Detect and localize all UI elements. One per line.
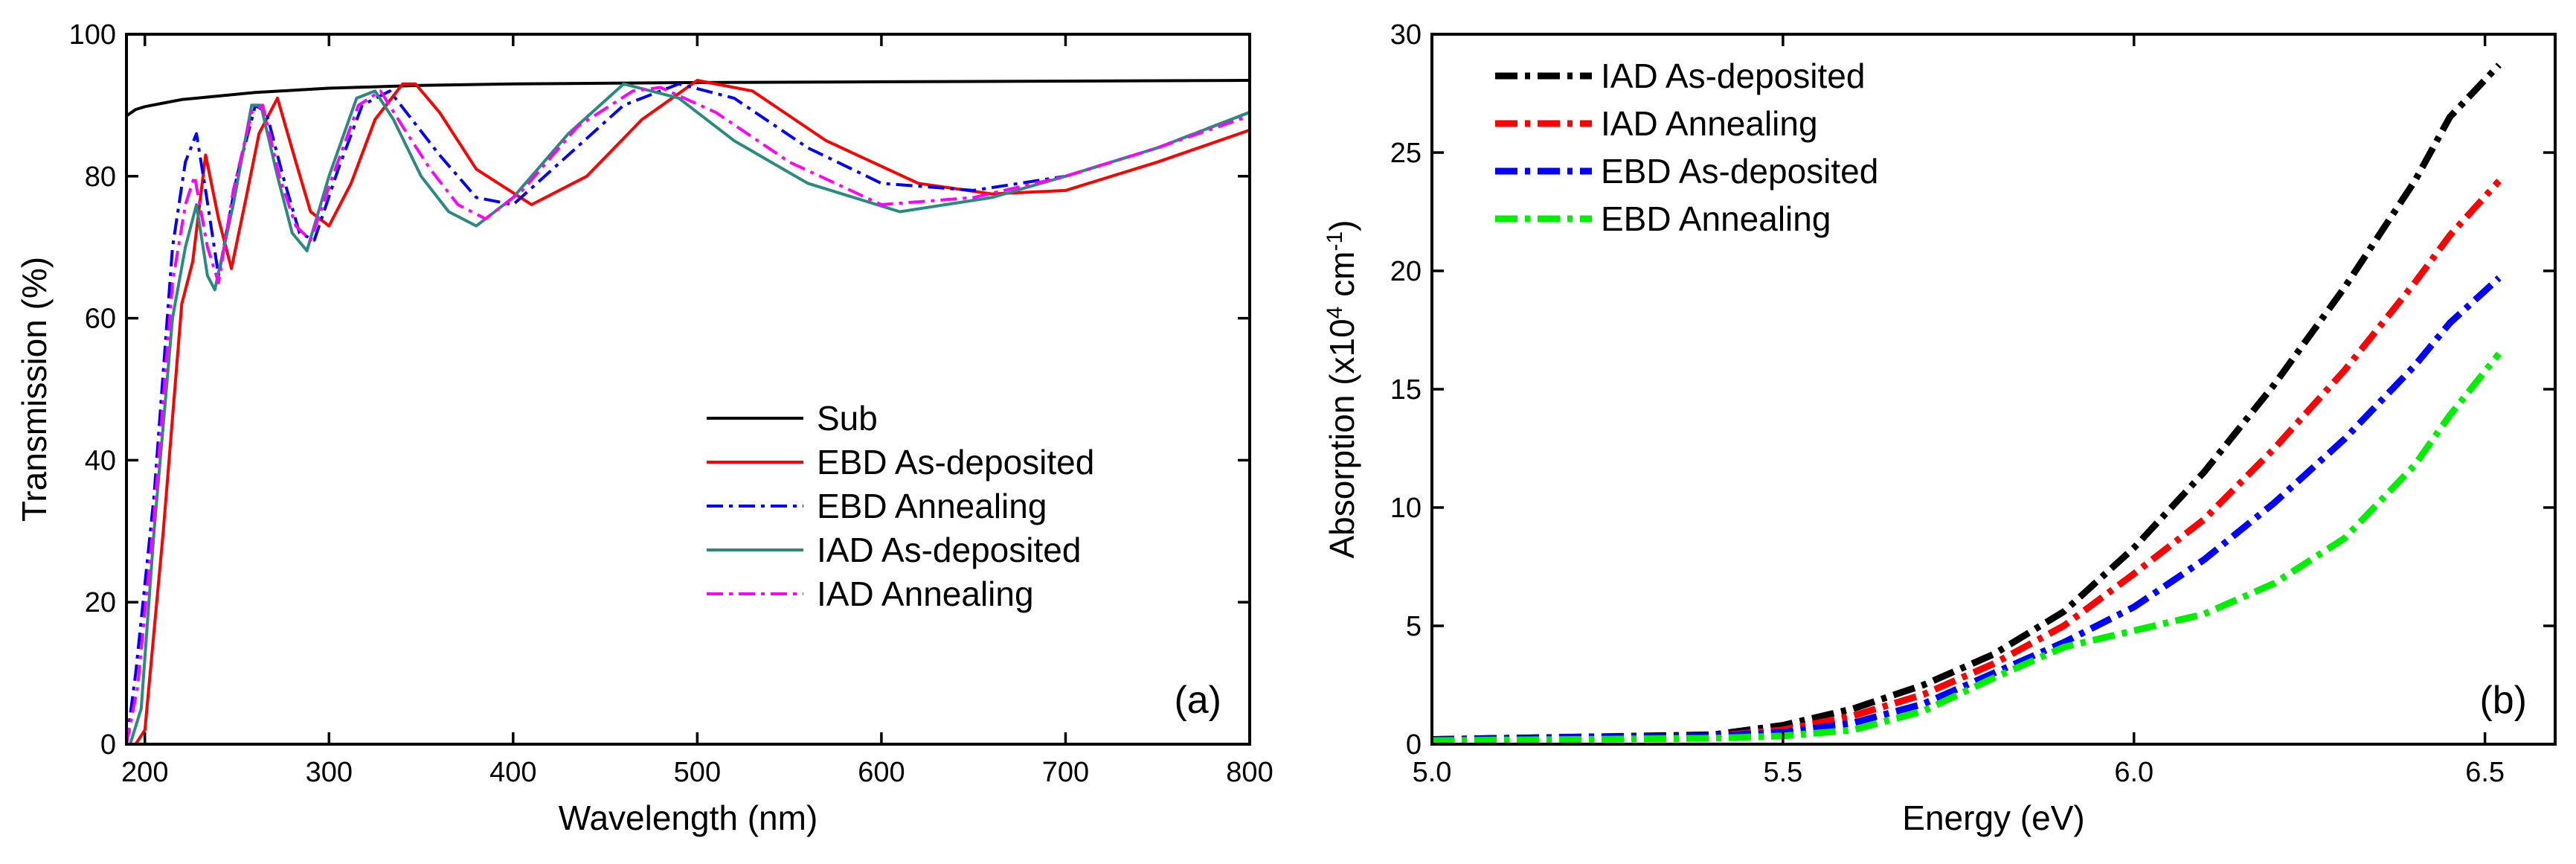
series-line-iad-annealing: [126, 86, 1250, 744]
x-tick-label: 5.5: [1763, 757, 1802, 788]
legend-label-ebd-as-deposited: EBD As-deposited: [817, 443, 1094, 481]
legend-label-iad-annealing: IAD Annealing: [1601, 104, 1818, 143]
panel-a-ticks: 200 300 400 500 600 700 800 0 20 40 60 80 100: [69, 19, 1273, 788]
panel-b-absorption-chart: 5.0 5.5 6.0 6.5 0 5 10 15 20 25 30 Energy (eV) Abs…: [1323, 19, 2557, 837]
panel-b-xlabel: Energy (eV): [1902, 799, 2084, 837]
panel-b-ylabel-exp1: 4: [1323, 307, 1347, 319]
x-tick-label: 200: [121, 757, 168, 788]
legend-label-ebd-as-deposited: EBD As-deposited: [1601, 152, 1878, 191]
series-line-ebd-as-deposited: [134, 79, 1250, 744]
panel-a-transmission-chart: 200 300 400 500 600 700 800 0 20 40 60 80 100 Wavele…: [15, 19, 1273, 837]
y-tick-label: 0: [1406, 729, 1422, 761]
panel-a-panel-label: (a): [1174, 679, 1221, 722]
panel-a-series-group: [126, 79, 1250, 744]
x-tick-label: 400: [489, 757, 536, 788]
panel-b-ylabel-prefix: Absorption (x10: [1323, 319, 1361, 558]
panel-b-series-group: [1432, 63, 2502, 744]
legend-label-sub: Sub: [817, 399, 878, 438]
y-tick-label: 15: [1390, 374, 1422, 406]
panel-b-ticks: 5.0 5.5 6.0 6.5 0 5 10 15 20 25 30: [1390, 19, 2555, 788]
y-tick-label: 5: [1406, 611, 1422, 642]
panel-b-ylabel-mid: cm: [1323, 252, 1361, 307]
panel-b-ylabel-suffix: ): [1323, 220, 1361, 231]
panel-a-xlabel: Wavelength (nm): [559, 799, 818, 837]
y-tick-label: 100: [69, 19, 116, 51]
series-line-sub: [126, 79, 1250, 118]
series-line-iad-as-deposited: [129, 82, 1250, 744]
panel-a-frame: [125, 33, 1251, 746]
panel-b-panel-label: (b): [2479, 679, 2527, 722]
x-tick-label: 600: [858, 757, 905, 788]
y-tick-label: 20: [85, 587, 116, 618]
x-tick-label: 5.0: [1413, 757, 1452, 788]
legend-label-iad-as-deposited: IAD As-deposited: [1601, 57, 1865, 95]
x-tick-label: 6.0: [2114, 757, 2153, 788]
series-line-iad-as-deposited: [1432, 63, 2502, 743]
x-tick-label: 6.5: [2465, 757, 2505, 788]
y-tick-label: 40: [85, 445, 116, 476]
panel-b-legend: IAD As-deposited IAD Annealing EBD As-depo…: [1495, 57, 1878, 238]
legend-label-ebd-annealing: EBD Annealing: [817, 487, 1047, 525]
x-tick-label: 700: [1042, 757, 1089, 788]
panel-b-ylabel-exp2: -1: [1323, 231, 1347, 252]
panel-a-ylabel: Transmission (%): [15, 257, 54, 522]
legend-label-ebd-annealing: EBD Annealing: [1601, 199, 1831, 238]
series-line-iad-annealing: [1432, 179, 2502, 743]
legend-label-iad-as-deposited: IAD As-deposited: [817, 531, 1081, 569]
y-tick-label: 20: [1390, 256, 1422, 287]
y-tick-label: 80: [85, 161, 116, 193]
y-tick-label: 10: [1390, 493, 1422, 524]
legend-label-iad-annealing: IAD Annealing: [817, 575, 1034, 613]
x-tick-label: 500: [674, 757, 721, 788]
y-tick-label: 25: [1390, 138, 1422, 169]
y-tick-label: 0: [100, 729, 116, 761]
y-tick-label: 60: [85, 304, 116, 335]
x-tick-label: 300: [306, 757, 353, 788]
series-line-ebd-annealing: [1432, 351, 2502, 744]
series-line-ebd-annealing: [126, 82, 1250, 744]
panel-a-legend: Sub EBD As-deposited EBD Annealing IAD As-d…: [707, 399, 1094, 613]
panel-b-ylabel: Absorption (x104 cm-1): [1323, 220, 1362, 559]
x-tick-label: 800: [1226, 757, 1273, 788]
y-tick-label: 30: [1390, 19, 1422, 51]
